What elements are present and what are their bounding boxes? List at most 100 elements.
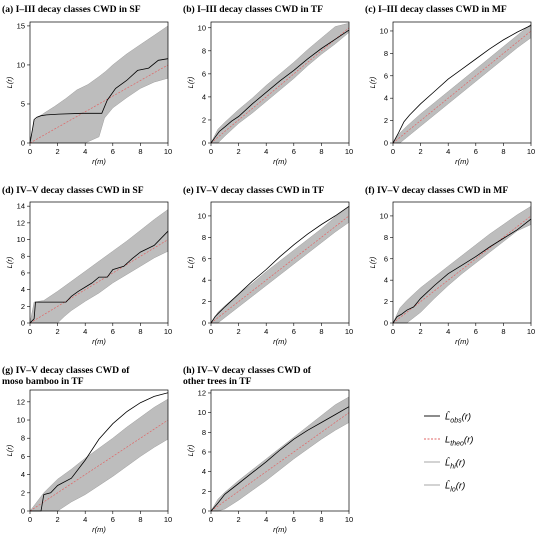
x-tick-label: 8 xyxy=(319,515,323,524)
plot-frame xyxy=(392,21,532,144)
y-tick-label: 6 xyxy=(21,452,25,461)
y-tick-label: 2 xyxy=(21,302,25,311)
lo-envelope-line xyxy=(211,422,350,512)
x-tick-label: 4 xyxy=(83,515,87,524)
theoretical-line xyxy=(210,412,350,512)
x-tick-label: 10 xyxy=(345,515,353,524)
observed-line xyxy=(210,406,350,512)
envelope-band xyxy=(393,206,531,323)
y-tick-label: 0 xyxy=(21,507,25,516)
y-tick-label: 8 xyxy=(202,46,206,55)
x-tick-label: 0 xyxy=(209,147,213,156)
y-tick-label: 8 xyxy=(202,233,206,242)
y-tick-label: 12 xyxy=(17,397,25,406)
panel-title: (a) I–III decay classes CWD in SF xyxy=(2,4,141,15)
x-axis-label: r(m) xyxy=(273,337,287,346)
lo-envelope-line xyxy=(211,222,350,324)
x-tick-label: 10 xyxy=(345,147,353,156)
lo-envelope-line xyxy=(211,32,350,144)
y-tick-label: 6 xyxy=(202,69,206,78)
y-tick-label: 5 xyxy=(21,99,25,108)
legend-item-lo: L̂lo(r) xyxy=(424,480,465,494)
y-tick-label: 6 xyxy=(384,254,388,263)
panel-title: moso bamboo in TF xyxy=(2,376,84,387)
envelope-band xyxy=(30,399,168,511)
y-tick-label: 2 xyxy=(202,115,206,124)
envelope-band xyxy=(211,396,349,511)
y-tick-label: 10 xyxy=(198,211,206,220)
x-tick-label: 6 xyxy=(474,327,478,336)
x-axis-label: r(m) xyxy=(273,157,287,166)
y-tick-label: 10 xyxy=(17,416,25,425)
x-tick-label: 0 xyxy=(28,147,32,156)
y-tick-label: 6 xyxy=(21,268,25,277)
x-tick-label: 0 xyxy=(391,147,395,156)
panel-title: other trees in TF xyxy=(183,376,252,387)
y-tick-label: 8 xyxy=(202,428,206,437)
y-tick-label: 4 xyxy=(21,470,25,479)
x-axis-label: r(m) xyxy=(92,525,106,534)
x-tick-label: 2 xyxy=(56,327,60,336)
x-tick-label: 8 xyxy=(138,327,142,336)
hi-envelope-line xyxy=(210,396,350,512)
plot-frame xyxy=(210,389,350,512)
envelope-band xyxy=(211,23,349,144)
y-tick-label: 0 xyxy=(202,319,206,328)
y-tick-label: 10 xyxy=(380,26,388,35)
legend-label: L̂obs(r) xyxy=(445,411,471,425)
x-tick-label: 10 xyxy=(164,515,172,524)
y-tick-label: 10 xyxy=(17,60,25,69)
x-tick-label: 10 xyxy=(527,327,535,336)
panel-title: (g) IV–V decay classes CWD of xyxy=(2,365,130,376)
observed-line xyxy=(29,230,169,324)
hi-envelope-line xyxy=(29,398,169,512)
observed-line xyxy=(392,218,532,324)
x-tick-label: 4 xyxy=(264,515,268,524)
theoretical-line xyxy=(29,239,169,324)
panel-title: (f) IV–V decay classes CWD in MF xyxy=(365,185,508,196)
y-tick-label: 4 xyxy=(21,285,25,294)
x-tick-label: 4 xyxy=(446,147,450,156)
theoretical-line xyxy=(29,419,169,512)
theoretical-line xyxy=(210,27,350,144)
plot-frame xyxy=(392,201,532,324)
x-tick-label: 0 xyxy=(28,327,32,336)
y-tick-label: 2 xyxy=(202,487,206,496)
x-tick-label: 6 xyxy=(292,147,296,156)
x-axis-label: r(m) xyxy=(92,157,106,166)
y-tick-label: 0 xyxy=(21,139,25,148)
y-tick-label: 2 xyxy=(384,116,388,125)
x-axis-label: r(m) xyxy=(455,157,469,166)
x-tick-label: 6 xyxy=(292,327,296,336)
y-tick-label: 0 xyxy=(384,139,388,148)
y-tick-label: 4 xyxy=(384,94,388,103)
y-axis-label: L(r) xyxy=(368,76,377,88)
y-axis-label: L(r) xyxy=(186,76,195,88)
x-tick-label: 4 xyxy=(264,147,268,156)
legend-item-theo: Ltheo(r) xyxy=(424,435,473,448)
y-tick-label: 4 xyxy=(202,92,206,101)
theoretical-line xyxy=(392,215,532,324)
y-tick-label: 6 xyxy=(202,254,206,263)
hi-envelope-line xyxy=(210,22,350,144)
observed-line xyxy=(392,25,532,144)
y-tick-label: 6 xyxy=(202,447,206,456)
y-tick-label: 4 xyxy=(202,276,206,285)
panel-title: (d) IV–V decay classes CWD in SF xyxy=(2,185,144,196)
x-tick-label: 10 xyxy=(164,147,172,156)
legend-label: L̂hi(r) xyxy=(445,457,465,471)
y-axis-label: L(r) xyxy=(5,76,14,88)
y-tick-label: 8 xyxy=(21,434,25,443)
x-tick-label: 8 xyxy=(138,515,142,524)
y-tick-label: 0 xyxy=(21,319,25,328)
x-tick-label: 0 xyxy=(391,327,395,336)
y-tick-label: 8 xyxy=(21,252,25,261)
panels: (a) I–III decay classes CWD in SF 0 2 4 6 8 10… xyxy=(2,4,535,534)
legend-item-hi: L̂hi(r) xyxy=(424,457,465,471)
y-tick-label: 2 xyxy=(384,297,388,306)
envelope-band xyxy=(30,209,168,323)
hi-envelope-line xyxy=(392,206,532,324)
plot-frame xyxy=(210,201,350,324)
